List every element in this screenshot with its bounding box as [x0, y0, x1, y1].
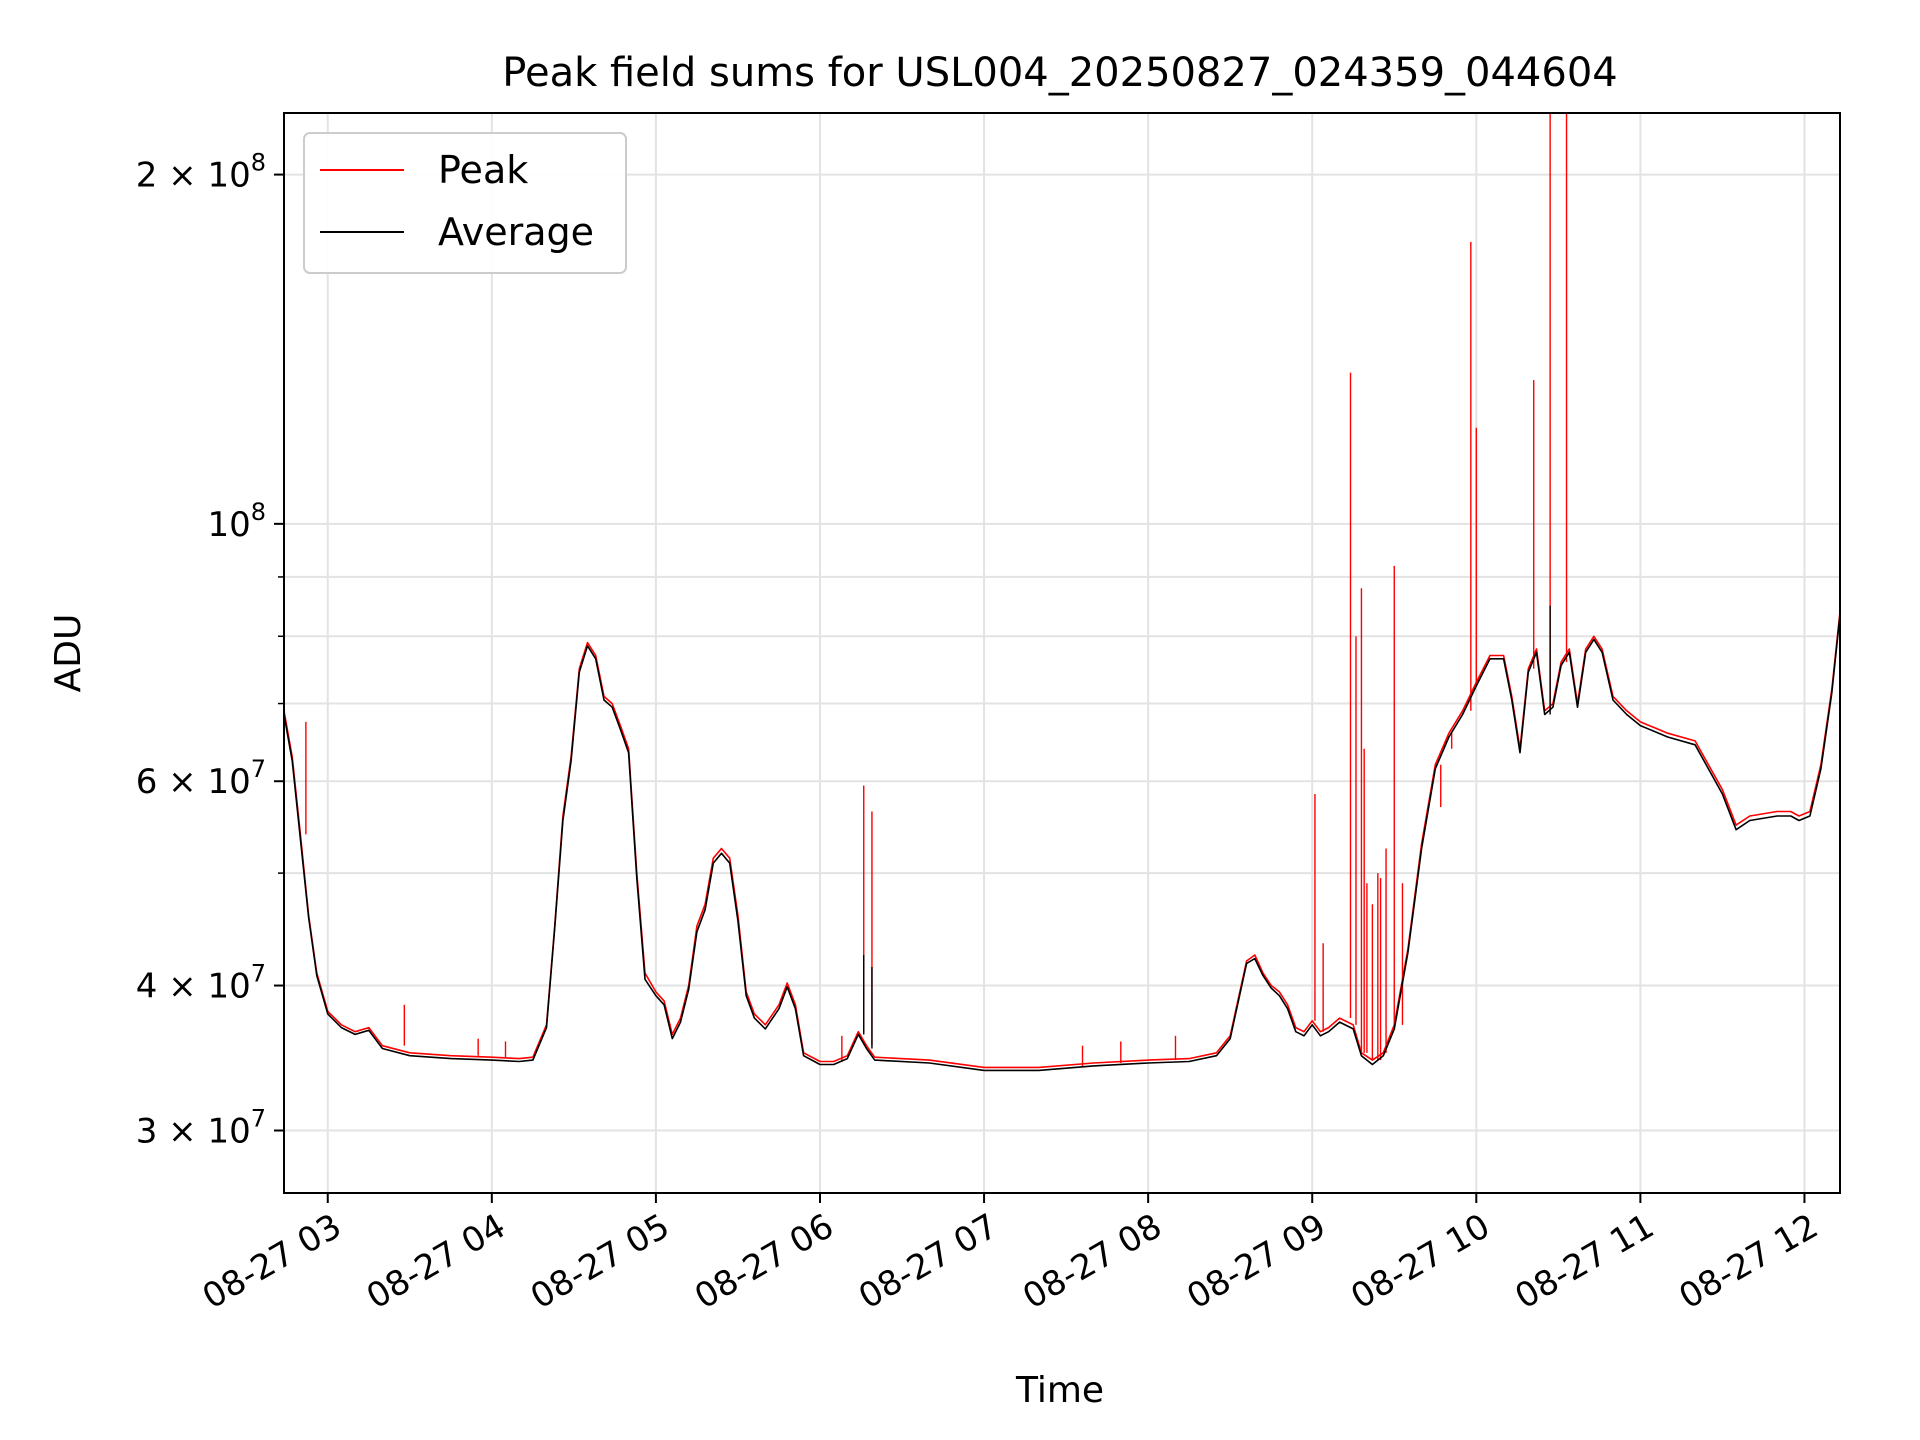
y-tick-label: 108	[207, 498, 266, 545]
legend: Peak Average	[303, 132, 627, 274]
y-axis-label: ADU	[48, 614, 89, 693]
plot-grid	[284, 113, 1840, 1193]
series-average-line	[283, 614, 1841, 1072]
legend-label: Average	[438, 210, 594, 254]
plot-frame	[283, 112, 1841, 1194]
y-axis: 3 × 107 4 × 107 6 × 107 108 2 × 108	[136, 149, 284, 1151]
y-tick-label: 4 × 107	[136, 960, 266, 1007]
y-tick-label: 2 × 108	[136, 149, 266, 196]
y-tick-label: 3 × 107	[136, 1104, 266, 1151]
legend-box	[303, 132, 627, 274]
x-axis-label: Time	[1015, 1370, 1104, 1411]
chart-title: Peak field sums for USL004_20250827_0243…	[502, 50, 1617, 96]
plot-series	[283, 113, 1841, 1072]
y-tick-label: 6 × 107	[136, 755, 266, 802]
legend-label: Peak	[438, 148, 528, 192]
